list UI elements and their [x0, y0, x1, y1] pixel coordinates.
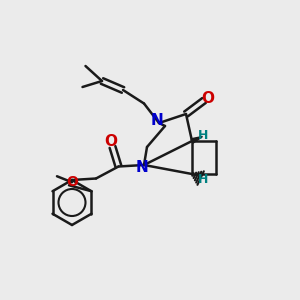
Text: N: N — [135, 160, 148, 175]
Text: N: N — [150, 113, 163, 128]
Text: H: H — [198, 173, 208, 186]
Text: O: O — [201, 91, 214, 106]
Text: O: O — [104, 134, 118, 148]
Text: O: O — [66, 175, 78, 189]
Text: H: H — [198, 129, 208, 142]
Polygon shape — [191, 136, 202, 143]
